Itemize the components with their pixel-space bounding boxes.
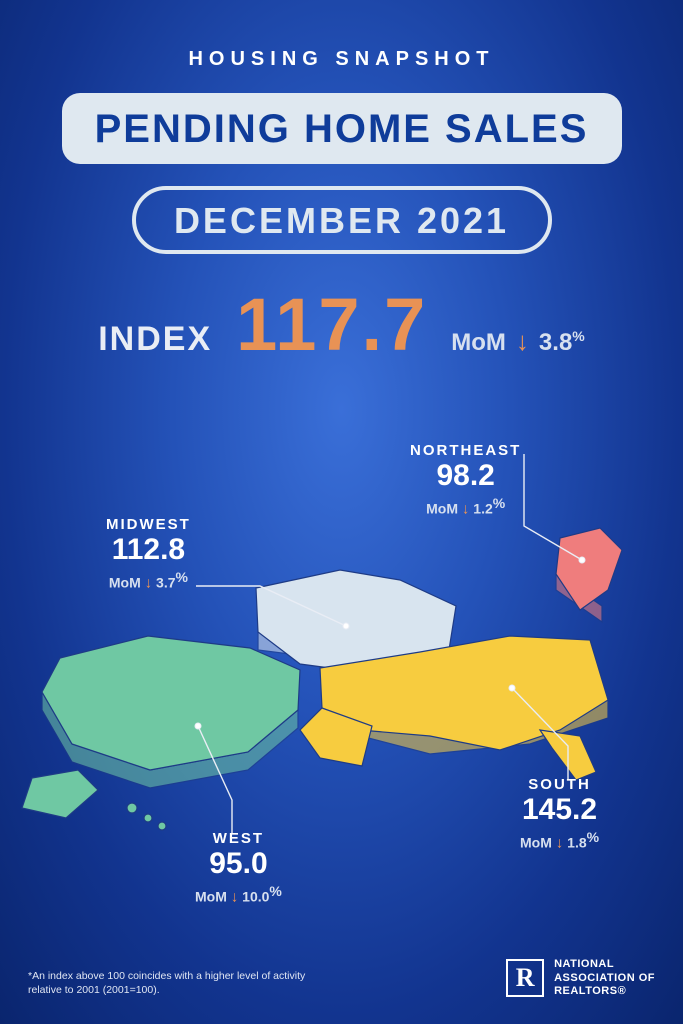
- arrow-down-icon: ↓: [516, 326, 529, 357]
- arrow-down-icon: ↓: [145, 575, 153, 592]
- region-mom: MoM ↓ 3.7%: [106, 569, 191, 592]
- label-midwest: MIDWEST 112.8 MoM ↓ 3.7%: [106, 516, 191, 592]
- label-south: SOUTH 145.2 MoM ↓ 1.8%: [520, 776, 599, 852]
- region-west-hawaii3: [158, 822, 166, 830]
- date-pill: DECEMBER 2021: [132, 186, 552, 254]
- arrow-down-icon: ↓: [231, 889, 239, 906]
- region-value: 145.2: [520, 795, 599, 825]
- index-mom: MoM ↓ 3.8%: [451, 326, 584, 357]
- region-name: MIDWEST: [106, 516, 191, 533]
- realtor-mark-icon: R: [506, 959, 544, 997]
- leader-dot-west: [195, 723, 201, 729]
- label-west: WEST 95.0 MoM ↓ 10.0%: [195, 830, 282, 906]
- region-name: SOUTH: [520, 776, 599, 793]
- footnote: *An index above 100 coincides with a hig…: [28, 969, 328, 998]
- label-northeast: NORTHEAST 98.2 MoM ↓ 1.2%: [410, 442, 521, 518]
- region-mom: MoM ↓ 1.8%: [520, 829, 599, 852]
- leader-dot-midwest: [343, 623, 349, 629]
- arrow-down-icon: ↓: [556, 835, 564, 852]
- mom-label: MoM: [451, 329, 506, 357]
- footer-logo: R NATIONAL ASSOCIATION OF REALTORS®: [506, 958, 655, 998]
- leader-dot-northeast: [579, 557, 585, 563]
- index-value: 117.7: [236, 288, 427, 362]
- region-mom: MoM ↓ 1.2%: [410, 495, 521, 518]
- region-mom: MoM ↓ 10.0%: [195, 883, 282, 906]
- region-name: NORTHEAST: [410, 442, 521, 459]
- region-west-hawaii2: [144, 814, 152, 822]
- index-label: INDEX: [98, 320, 212, 359]
- region-value: 112.8: [106, 535, 191, 565]
- arrow-down-icon: ↓: [462, 501, 470, 518]
- region-west-hawaii1: [127, 803, 137, 813]
- title-pill: PENDING HOME SALES: [62, 93, 622, 164]
- region-value: 98.2: [410, 461, 521, 491]
- leader-dot-south: [509, 685, 515, 691]
- region-west-alaska: [22, 770, 98, 818]
- region-name: WEST: [195, 830, 282, 847]
- us-map: NORTHEAST 98.2 MoM ↓ 1.2% MIDWEST 112.8 …: [0, 430, 683, 900]
- mom-change: 3.8%: [539, 328, 585, 357]
- region-value: 95.0: [195, 849, 282, 879]
- region-northeast-top: [556, 528, 622, 610]
- supertitle: HOUSING SNAPSHOT: [0, 0, 683, 71]
- index-row: INDEX 117.7 MoM ↓ 3.8%: [42, 288, 642, 362]
- org-name: NATIONAL ASSOCIATION OF REALTORS®: [554, 958, 655, 998]
